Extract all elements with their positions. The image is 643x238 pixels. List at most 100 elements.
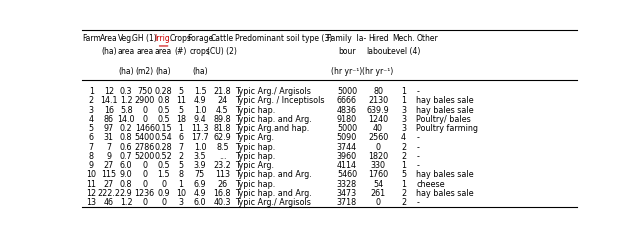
Text: 0: 0 [142, 115, 147, 124]
Text: 5200: 5200 [134, 152, 155, 161]
Text: 40: 40 [373, 124, 383, 133]
Text: 0.9: 0.9 [158, 189, 170, 198]
Text: 16: 16 [104, 106, 114, 115]
Text: 0.54: 0.54 [155, 134, 172, 143]
Text: 0: 0 [142, 198, 147, 207]
Text: 7: 7 [89, 143, 94, 152]
Text: 10: 10 [176, 189, 186, 198]
Text: -: - [416, 198, 419, 207]
Text: 24: 24 [217, 96, 228, 105]
Text: 5000: 5000 [337, 124, 357, 133]
Text: 1: 1 [401, 96, 406, 105]
Text: 1: 1 [179, 124, 183, 133]
Text: 14.1: 14.1 [100, 96, 118, 105]
Text: -: - [416, 87, 419, 96]
Text: 46: 46 [104, 198, 114, 207]
Text: 3: 3 [401, 124, 406, 133]
Text: Typic hap.: Typic hap. [235, 106, 275, 115]
Text: 1820: 1820 [368, 152, 388, 161]
Text: 40.3: 40.3 [213, 198, 231, 207]
Text: 16.8: 16.8 [213, 189, 231, 198]
Text: -: - [416, 143, 419, 152]
Text: labour: labour [366, 47, 390, 56]
Text: 11: 11 [176, 96, 186, 105]
Text: 3960: 3960 [337, 152, 357, 161]
Text: 3.9: 3.9 [194, 161, 206, 170]
Text: 0.52: 0.52 [155, 152, 172, 161]
Text: area: area [136, 47, 153, 56]
Text: 3: 3 [401, 106, 406, 115]
Text: Typic Arg./ Argisols: Typic Arg./ Argisols [235, 198, 311, 207]
Text: 0: 0 [161, 198, 166, 207]
Text: 1466: 1466 [134, 124, 155, 133]
Text: 27: 27 [104, 161, 114, 170]
Text: 54: 54 [373, 180, 383, 189]
Text: 1.2: 1.2 [120, 96, 132, 105]
Text: 1236: 1236 [134, 189, 155, 198]
Text: 2: 2 [401, 143, 406, 152]
Text: 4: 4 [89, 115, 94, 124]
Text: 11: 11 [86, 180, 96, 189]
Text: 9180: 9180 [337, 115, 357, 124]
Text: 1240: 1240 [368, 115, 388, 124]
Text: 0.8: 0.8 [120, 180, 132, 189]
Text: (ha): (ha) [192, 67, 208, 76]
Text: 2: 2 [401, 152, 406, 161]
Text: 2900: 2900 [134, 96, 155, 105]
Text: 0: 0 [142, 161, 147, 170]
Text: 0.15: 0.15 [155, 124, 172, 133]
Text: 4.9: 4.9 [194, 96, 206, 105]
Text: 2: 2 [89, 96, 94, 105]
Text: 31: 31 [104, 134, 114, 143]
Text: hay bales sale: hay bales sale [416, 170, 474, 179]
Text: Typic hap. and Arg.: Typic hap. and Arg. [235, 170, 312, 179]
Text: 3473: 3473 [337, 189, 357, 198]
Text: ...: ... [219, 152, 226, 161]
Text: 0: 0 [161, 180, 166, 189]
Text: Typic Arg./ Argisols: Typic Arg./ Argisols [235, 87, 311, 96]
Text: Typic hap.: Typic hap. [235, 143, 275, 152]
Text: 115: 115 [101, 170, 116, 179]
Text: 1.0: 1.0 [194, 106, 206, 115]
Text: 0.28: 0.28 [155, 87, 172, 96]
Text: 14.0: 14.0 [118, 115, 135, 124]
Text: (#): (#) [175, 47, 187, 56]
Text: 0.5: 0.5 [158, 115, 170, 124]
Text: 0: 0 [142, 180, 147, 189]
Text: 3: 3 [89, 106, 94, 115]
Text: 0.8: 0.8 [120, 134, 132, 143]
Text: 26: 26 [217, 180, 228, 189]
Text: 0.5: 0.5 [158, 161, 170, 170]
Text: cheese: cheese [416, 180, 445, 189]
Text: (ha): (ha) [101, 47, 116, 56]
Text: area: area [155, 47, 172, 56]
Text: Irrig.: Irrig. [154, 34, 173, 43]
Text: 12: 12 [104, 87, 114, 96]
Text: area: area [118, 47, 135, 56]
Text: Crops: Crops [170, 34, 192, 43]
Text: 4836: 4836 [337, 106, 357, 115]
Text: Typic Arg.: Typic Arg. [235, 161, 274, 170]
Text: 0.2: 0.2 [120, 124, 132, 133]
Text: 3328: 3328 [337, 180, 357, 189]
Text: hay bales sale: hay bales sale [416, 189, 474, 198]
Text: 3744: 3744 [337, 143, 357, 152]
Text: 3718: 3718 [337, 198, 357, 207]
Text: 23.2: 23.2 [213, 161, 231, 170]
Text: 8.5: 8.5 [216, 143, 229, 152]
Text: 2: 2 [179, 152, 184, 161]
Text: 113: 113 [215, 170, 230, 179]
Text: 6: 6 [179, 134, 183, 143]
Text: 6.9: 6.9 [194, 180, 206, 189]
Text: 3: 3 [401, 115, 406, 124]
Text: Family  la-: Family la- [327, 34, 367, 43]
Text: 330: 330 [370, 161, 386, 170]
Text: 12: 12 [86, 189, 96, 198]
Text: Forage: Forage [187, 34, 213, 43]
Text: 750: 750 [137, 87, 152, 96]
Text: 9: 9 [106, 152, 111, 161]
Text: 4.5: 4.5 [216, 106, 229, 115]
Text: Farm: Farm [82, 34, 101, 43]
Text: Mech.: Mech. [392, 34, 415, 43]
Text: 1.5: 1.5 [194, 87, 206, 96]
